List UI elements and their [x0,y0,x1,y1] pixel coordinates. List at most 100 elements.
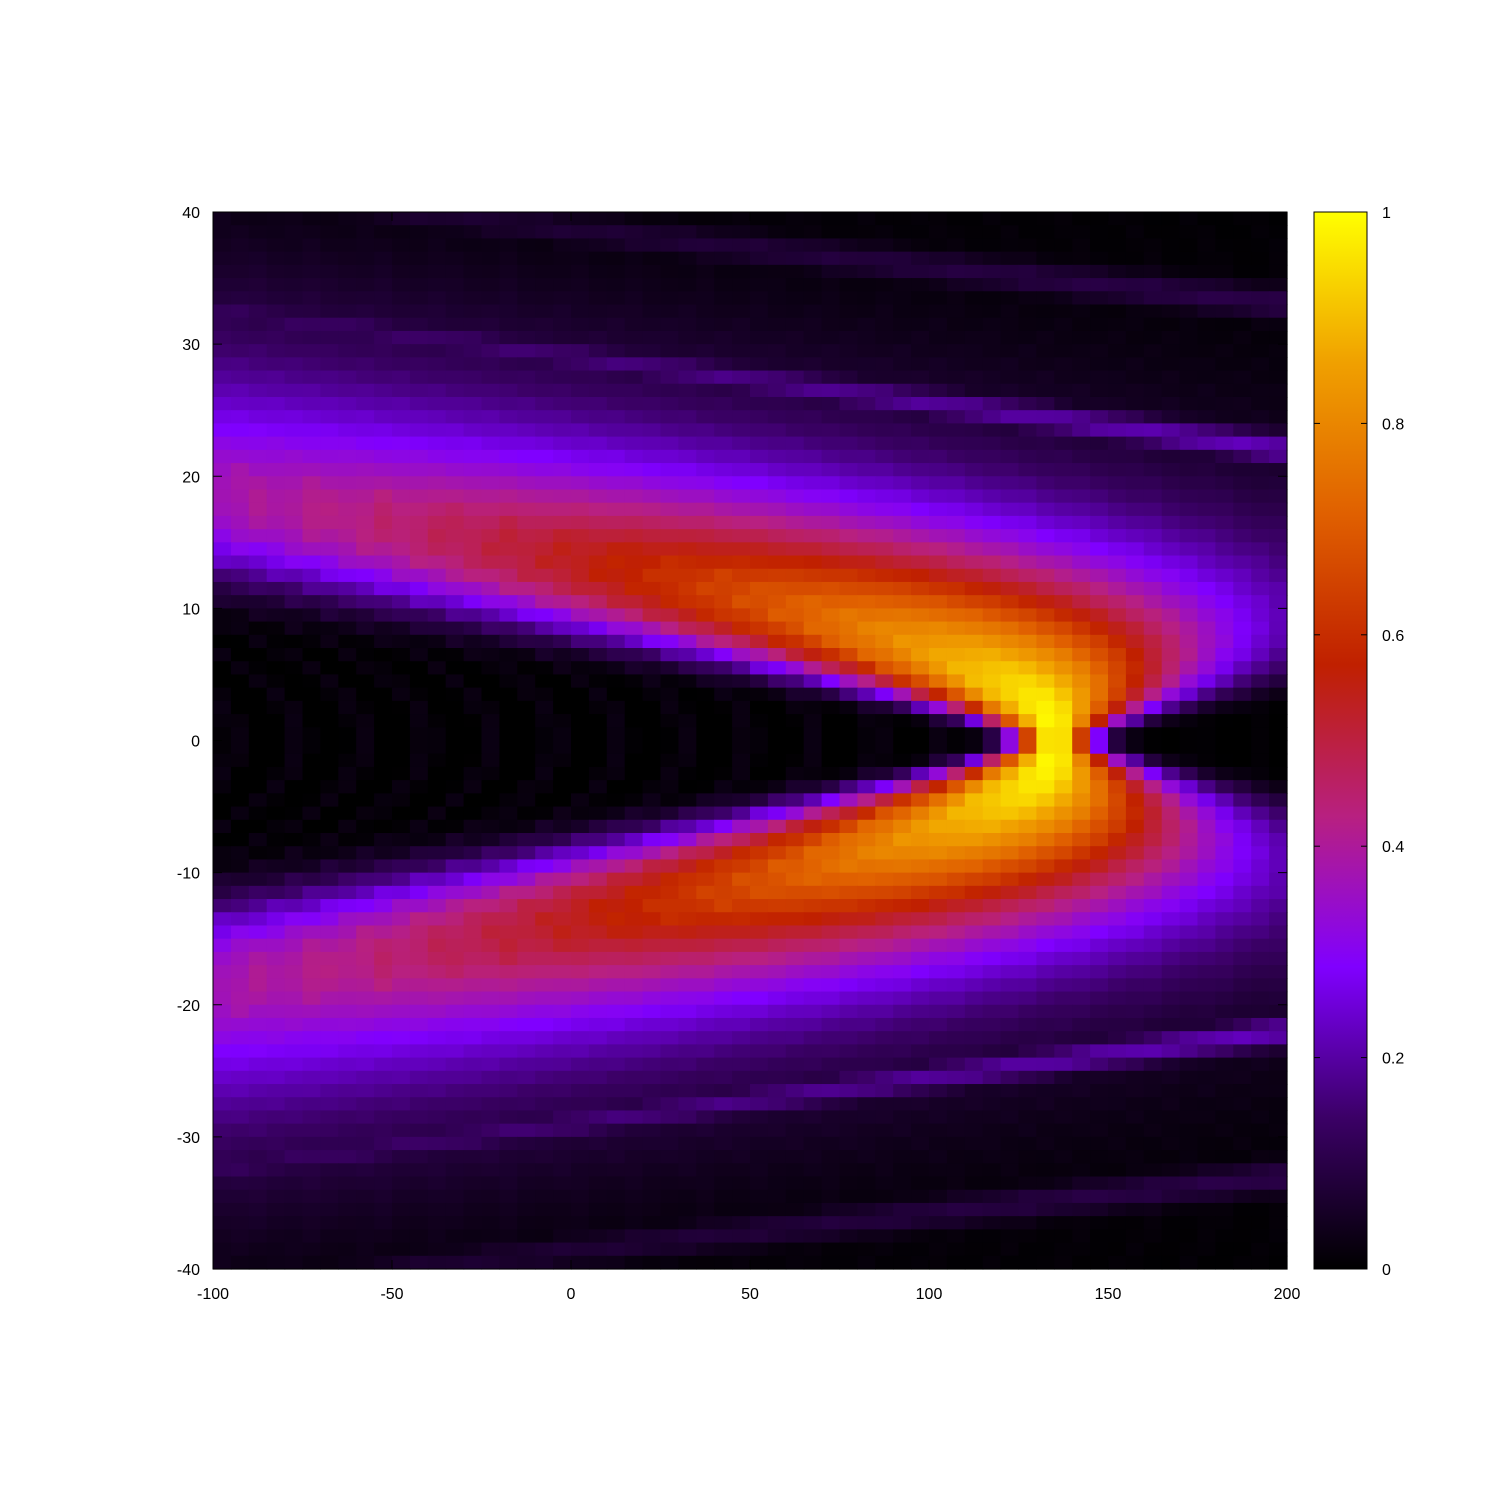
heatmap-cell [517,1123,536,1138]
heatmap-cell [266,370,286,385]
heatmap-cell [1036,965,1055,979]
heatmap-cell [517,859,536,874]
heatmap-cell [1251,1031,1270,1045]
heatmap-cell [1251,1216,1270,1230]
heatmap-cell [1090,700,1109,715]
heatmap-cell [946,251,966,266]
heatmap-cell [785,1057,805,1072]
heatmap-cell [785,938,805,953]
heatmap-cell [230,278,250,292]
heatmap-cell [875,661,894,676]
heatmap-cell [499,1057,518,1072]
heatmap-cell [1143,330,1163,345]
heatmap-cell [588,423,608,438]
heatmap-cell [266,727,286,742]
heatmap-cell [1108,317,1127,332]
heatmap-cell [857,806,876,821]
heatmap-cell [1125,1017,1145,1032]
heatmap-cell [553,1150,572,1164]
heatmap-cell [392,965,411,979]
heatmap-cell [1143,753,1163,768]
heatmap-cell [248,687,268,702]
heatmap-cell [392,1216,411,1230]
heatmap-cell [481,1070,500,1085]
heatmap-cell [213,291,232,306]
heatmap-cell [732,899,751,913]
heatmap-cell [696,449,715,464]
heatmap-cell [911,396,930,411]
heatmap-cell [767,1057,787,1072]
heatmap-cell [463,951,483,966]
heatmap-cell [463,264,483,279]
heatmap-cell [266,753,286,768]
heatmap-cell [1179,568,1199,583]
heatmap-cell [374,621,393,636]
heatmap-cell [409,383,429,398]
heatmap-cell [1143,463,1163,477]
heatmap-cell [427,436,447,451]
heatmap-cell [1090,938,1109,953]
heatmap-cell [302,238,321,253]
heatmap-cell [374,912,393,927]
heatmap-cell [946,700,966,715]
heatmap-cell [1072,264,1091,279]
heatmap-cell [678,1150,697,1164]
heatmap-cell [499,1070,518,1085]
heatmap-cell [1215,806,1234,821]
heatmap-cell [642,819,662,834]
heatmap-cell [338,714,357,728]
heatmap-cell [1000,1084,1020,1098]
heatmap-cell [284,951,304,966]
heatmap-cell [893,991,912,1006]
heatmap-cell [1233,621,1252,636]
heatmap-cell [392,766,411,781]
heatmap-cell [1233,925,1252,940]
heatmap-cell [803,304,823,319]
heatmap-cell [624,951,644,966]
heatmap-cell [409,1070,429,1085]
heatmap-cell [284,1097,304,1112]
heatmap-cell [1197,251,1216,266]
heatmap-cell [696,330,715,345]
heatmap-cell [821,542,841,557]
heatmap-cell [803,423,823,438]
heatmap-cell [982,291,1002,306]
heatmap-cell [624,912,644,927]
heatmap-cell [392,793,411,808]
heatmap-cell [821,1031,841,1045]
heatmap-cell [785,846,805,861]
heatmap-cell [893,502,912,517]
heatmap-cell [571,423,590,438]
heatmap-cell [588,515,608,530]
heatmap-cell [1215,991,1234,1006]
heatmap-cell [571,1123,590,1138]
heatmap-cell [1018,317,1037,332]
heatmap-cell [1233,832,1252,847]
heatmap-cell [1143,1163,1163,1178]
heatmap-cell [946,463,966,477]
heatmap-cell [1072,621,1091,636]
heatmap-cell [982,304,1002,319]
heatmap-cell [911,674,930,689]
heatmap-cell [803,581,823,596]
heatmap-cell [1251,1229,1270,1244]
heatmap-cell [1161,1216,1181,1230]
heatmap-cell [624,608,644,623]
heatmap-cell [911,899,930,913]
heatmap-cell [320,1150,339,1164]
heatmap-cell [803,872,823,887]
heatmap-cell [803,515,823,530]
heatmap-cell [821,938,841,953]
heatmap-cell [1197,1004,1216,1019]
heatmap-cell [875,1189,894,1204]
heatmap-cell [1018,529,1037,543]
heatmap-cell [714,780,733,794]
heatmap-cell [1161,212,1181,226]
heatmap-cell [911,238,930,253]
heatmap-cell [624,1255,644,1270]
heatmap-cell [1108,714,1127,728]
heatmap-cell [678,661,697,676]
heatmap-cell [1179,700,1199,715]
heatmap-cell [875,489,894,504]
heatmap-cell [696,278,715,292]
